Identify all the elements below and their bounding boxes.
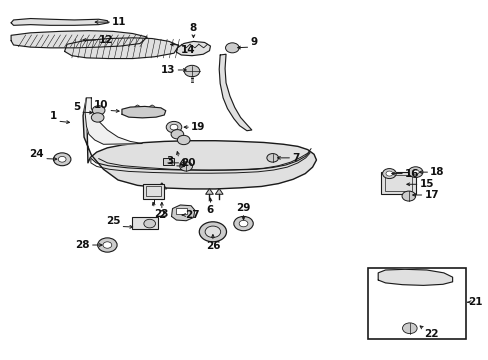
Circle shape <box>204 226 220 238</box>
Bar <box>146 186 161 197</box>
Polygon shape <box>157 183 166 189</box>
Bar <box>380 172 415 194</box>
Circle shape <box>266 154 278 162</box>
Polygon shape <box>64 38 179 59</box>
Polygon shape <box>83 98 316 189</box>
Text: 27: 27 <box>185 210 200 220</box>
Text: 9: 9 <box>250 37 257 47</box>
Bar <box>131 217 158 229</box>
Polygon shape <box>377 269 452 285</box>
Polygon shape <box>11 31 147 48</box>
Text: 10: 10 <box>94 100 108 111</box>
Circle shape <box>233 216 253 231</box>
Bar <box>384 175 411 192</box>
Text: 24: 24 <box>29 149 44 158</box>
Text: 26: 26 <box>205 242 220 251</box>
Text: 17: 17 <box>424 190 438 200</box>
Text: 28: 28 <box>75 240 90 250</box>
Circle shape <box>184 65 200 77</box>
Polygon shape <box>205 189 213 194</box>
Circle shape <box>103 242 112 248</box>
Circle shape <box>401 191 415 201</box>
Text: 11: 11 <box>112 17 126 27</box>
Text: 25: 25 <box>106 216 120 226</box>
Polygon shape <box>122 107 165 118</box>
Text: 15: 15 <box>419 179 433 189</box>
Polygon shape <box>85 98 142 144</box>
Circle shape <box>98 238 117 252</box>
Text: 7: 7 <box>291 153 299 163</box>
Circle shape <box>53 153 71 166</box>
Circle shape <box>199 222 226 242</box>
Text: 13: 13 <box>161 65 175 75</box>
Text: 16: 16 <box>404 168 419 179</box>
Circle shape <box>402 323 416 334</box>
Circle shape <box>239 220 247 227</box>
Text: 18: 18 <box>429 167 444 177</box>
Circle shape <box>92 106 105 115</box>
Text: 4: 4 <box>179 158 186 168</box>
Text: 21: 21 <box>467 297 482 307</box>
Bar <box>143 184 163 199</box>
Text: 8: 8 <box>189 23 197 33</box>
Circle shape <box>382 168 395 179</box>
Text: 19: 19 <box>191 122 205 132</box>
Circle shape <box>180 162 192 171</box>
Text: 6: 6 <box>206 205 214 215</box>
Text: 20: 20 <box>181 158 195 168</box>
Text: 1: 1 <box>50 111 57 121</box>
Text: 3: 3 <box>166 156 174 166</box>
Text: 29: 29 <box>236 203 250 213</box>
Circle shape <box>171 130 183 139</box>
Circle shape <box>407 167 422 177</box>
Circle shape <box>411 170 418 175</box>
Polygon shape <box>176 41 210 56</box>
Text: 5: 5 <box>73 102 80 112</box>
Circle shape <box>166 121 182 133</box>
Text: 12: 12 <box>99 35 113 45</box>
Polygon shape <box>215 189 223 194</box>
Bar <box>368 267 465 339</box>
Bar <box>163 158 174 165</box>
Polygon shape <box>219 54 251 131</box>
Polygon shape <box>171 205 195 221</box>
Polygon shape <box>11 18 108 25</box>
Text: 22: 22 <box>424 329 438 339</box>
Circle shape <box>225 43 239 53</box>
Circle shape <box>170 124 178 130</box>
Text: 23: 23 <box>154 208 169 219</box>
Bar <box>176 208 187 214</box>
Circle shape <box>385 171 392 176</box>
Circle shape <box>58 157 66 162</box>
Circle shape <box>143 219 155 228</box>
Text: 14: 14 <box>181 45 196 55</box>
Text: 2: 2 <box>158 210 165 220</box>
Circle shape <box>177 135 190 145</box>
Circle shape <box>91 113 104 122</box>
